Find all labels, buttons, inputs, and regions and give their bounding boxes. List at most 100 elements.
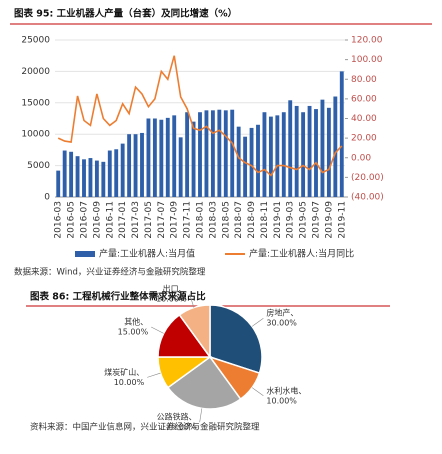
bar (165, 117, 170, 197)
bar (314, 109, 318, 197)
x-tick-label: 2017-07 (157, 201, 167, 239)
source-note: 资料来源：中国产业信息网，兴业证券经济与金融研究院整理 (30, 422, 260, 433)
x-tick-label: 2017-01 (118, 201, 128, 239)
slice-value-label: 15.00% (118, 328, 149, 337)
x-tick-label: 2019-01 (273, 201, 283, 239)
pie-slice (209, 304, 263, 375)
x-tick-label: 2017-09 (170, 201, 180, 239)
bar (256, 124, 260, 197)
x-tick-label: 2017-11 (183, 201, 193, 239)
y2-tick-label: 100.00 (351, 55, 383, 65)
x-tick-label: 2017-03 (131, 201, 141, 239)
x-tick-label: 2016-03 (54, 201, 64, 239)
bar (275, 115, 280, 197)
bar (333, 96, 338, 197)
bar (120, 143, 125, 197)
bar (268, 116, 273, 197)
y2-tick-label: 120.00 (351, 36, 383, 46)
bar (294, 105, 299, 197)
leader-line (251, 387, 264, 397)
x-tick-label: 2019-09 (324, 201, 334, 239)
bar (262, 112, 267, 197)
x-tick-label: 2019-07 (312, 201, 322, 239)
slice-label: 出口、 (163, 284, 187, 294)
legend-label: 产量:工业机器人:当月同比 (249, 248, 354, 260)
y-tick-label: 5000 (27, 161, 50, 171)
x-tick-label: 2018-03 (208, 201, 218, 239)
leader-line (199, 408, 203, 423)
bar (94, 160, 99, 197)
chart-title: 图表 95: 工业机器人产量（台套）及同比增速（%） (14, 8, 237, 20)
bar (230, 109, 235, 197)
bar (326, 107, 331, 197)
x-tick-label: 2018-07 (234, 201, 244, 239)
legend-label: 产量:工业机器人:当月值 (99, 248, 195, 260)
bar (288, 100, 293, 197)
bar (172, 115, 177, 197)
x-tick-label: 2016-11 (105, 201, 115, 239)
slice-label: 公路铁路、 (157, 412, 197, 422)
bar (217, 109, 222, 197)
leader-line (189, 294, 195, 308)
x-tick-label: 2019-11 (337, 201, 347, 239)
bar (152, 118, 157, 197)
y2-tick-label: 20.00 (351, 134, 377, 144)
line-series (57, 55, 343, 177)
pie-slice (157, 313, 212, 358)
x-tick-label: 2019-05 (299, 201, 309, 239)
slice-label: 房地产、 (266, 308, 298, 318)
y2-tick-label: 0.00 (351, 153, 371, 163)
bar (69, 151, 74, 197)
y2-tick-label: (40.00) (351, 193, 384, 203)
x-tick-label: 2018-11 (260, 201, 270, 239)
bar (82, 159, 86, 197)
slice-value-label: 10.00% (266, 396, 297, 405)
y-tick-label: 20000 (21, 67, 50, 77)
bar (62, 150, 67, 197)
leader-line (151, 326, 164, 334)
y-tick-label: 15000 (21, 98, 50, 108)
bar (223, 110, 228, 197)
x-tick-label: 2016-07 (80, 201, 90, 239)
chart-title: 图表 86: 工程机械行业整体需求来源占比 (30, 291, 206, 303)
x-tick-label: 2019-03 (286, 201, 296, 239)
bar (127, 134, 132, 197)
bar (178, 137, 183, 197)
bar (320, 99, 325, 197)
slice-label: 水利水电、 (266, 385, 306, 395)
slice-label: 其他、 (124, 317, 148, 327)
bar (140, 132, 144, 197)
bar (307, 105, 312, 197)
x-tick-label: 2018-09 (247, 201, 257, 239)
slice-value-label: 10.00% (114, 378, 145, 387)
slice-value-label: 25.00% (166, 423, 197, 432)
bar (146, 118, 151, 197)
slice-label: 煤炭矿山、 (104, 367, 144, 377)
bar (88, 158, 93, 197)
bar (159, 119, 164, 197)
bar (107, 150, 112, 197)
bar (114, 149, 119, 197)
bar (301, 112, 306, 197)
y-tick-label: 25000 (21, 36, 50, 46)
y2-tick-label: (20.00) (351, 173, 384, 183)
bar (249, 127, 254, 197)
bar (185, 112, 190, 197)
bar (339, 71, 344, 197)
y-tick-label: 10000 (21, 130, 50, 140)
bar (236, 126, 241, 197)
y2-tick-label: 40.00 (351, 114, 377, 124)
x-tick-label: 2017-05 (144, 201, 154, 239)
bar (204, 110, 209, 197)
bar (243, 136, 248, 197)
legend-swatch (75, 251, 95, 257)
x-tick-label: 2018-05 (221, 201, 231, 239)
x-tick-label: 2018-01 (196, 201, 206, 239)
source-note: 数据来源：Wind，兴业证券经济与金融研究院整理 (14, 267, 206, 278)
bar (198, 112, 202, 197)
bar (210, 110, 215, 197)
y2-tick-label: 80.00 (351, 75, 377, 85)
bar (56, 170, 61, 197)
y2-tick-label: 60.00 (351, 94, 377, 104)
